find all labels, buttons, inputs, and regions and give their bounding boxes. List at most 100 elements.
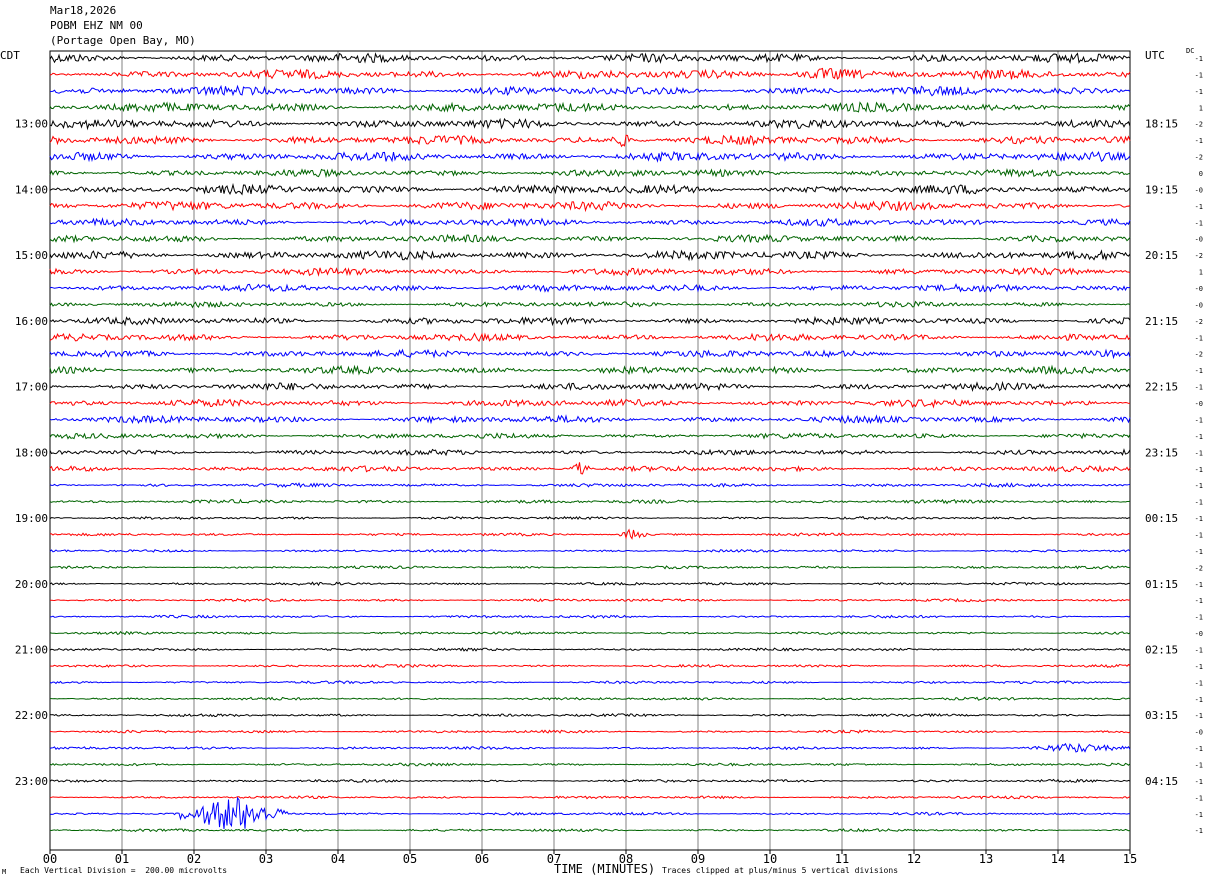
dc-offset-label: -2	[1195, 121, 1203, 129]
seismogram-date: Mar18,2026	[50, 4, 117, 17]
cdt-hour-label: 16:00	[15, 315, 48, 328]
trace-line	[49, 630, 1131, 636]
trace-line	[49, 67, 1131, 81]
x-tick-label: 09	[691, 852, 705, 866]
dc-offset-label: -1	[1195, 137, 1203, 145]
dc-offset-label: -1	[1195, 515, 1203, 523]
dc-offset-label: -2	[1195, 252, 1203, 260]
dc-offset-label: -0	[1195, 729, 1203, 737]
dc-offset-label: -1	[1195, 811, 1203, 819]
trace-line	[49, 249, 1131, 262]
dc-offset-label: -1	[1195, 71, 1203, 79]
dc-offset-label: -1	[1195, 794, 1203, 802]
cdt-hour-label: 21:00	[15, 643, 48, 656]
trace-line	[49, 795, 1131, 800]
trace-line	[49, 663, 1131, 668]
utc-hour-label: 00:15	[1145, 512, 1178, 525]
x-tick-label: 00	[43, 852, 57, 866]
dc-offset-label: -0	[1195, 400, 1203, 408]
dc-offset-label: -1	[1195, 416, 1203, 424]
dc-offset-label: -2	[1195, 351, 1203, 359]
cdt-hour-label: 20:00	[15, 578, 48, 591]
dc-offset-label: -1	[1195, 88, 1203, 96]
dc-offset-label: -1	[1195, 581, 1203, 589]
x-tick-label: 08	[619, 852, 633, 866]
dc-offset-label: -1	[1195, 696, 1203, 704]
dc-offset-label: -1	[1195, 548, 1203, 556]
dc-offset-label: 0	[1199, 170, 1203, 178]
right-timezone-label: UTC	[1145, 49, 1165, 62]
utc-hour-label: 20:15	[1145, 249, 1178, 262]
utc-hour-label: 01:15	[1145, 578, 1178, 591]
corner-mark: M	[2, 868, 7, 876]
left-timezone-label: CDT	[0, 49, 20, 62]
trace-line	[49, 182, 1131, 196]
x-tick-label: 06	[475, 852, 489, 866]
dc-offset-label: -2	[1195, 154, 1203, 162]
trace-line	[49, 315, 1131, 327]
dc-offset-label: -2	[1195, 564, 1203, 572]
dc-offset-label: -1	[1195, 531, 1203, 539]
dc-offset-label: -1	[1195, 367, 1203, 375]
x-tick-label: 12	[907, 852, 921, 866]
trace-line	[49, 283, 1131, 293]
trace-line	[49, 796, 1131, 830]
trace-line	[49, 729, 1131, 734]
dc-offset-label: -1	[1195, 679, 1203, 687]
station-location: (Portage Open Bay, MO)	[50, 34, 196, 47]
dc-offset-label: -1	[1195, 433, 1203, 441]
dc-offset-label: 1	[1199, 269, 1203, 277]
x-tick-label: 01	[115, 852, 129, 866]
dc-offset-label: -1	[1195, 663, 1203, 671]
dc-offset-label: -1	[1195, 334, 1203, 342]
trace-line	[49, 498, 1131, 505]
x-tick-label: 11	[835, 852, 849, 866]
trace-line	[49, 414, 1131, 425]
trace-line	[49, 380, 1131, 392]
trace-line	[49, 134, 1131, 148]
trace-line	[49, 217, 1131, 228]
utc-hour-label: 22:15	[1145, 381, 1178, 394]
trace-line	[49, 448, 1131, 457]
dc-offset-label: -1	[1195, 203, 1203, 211]
dc-offset-label: -1	[1195, 482, 1203, 490]
trace-line	[49, 267, 1131, 277]
trace-line	[49, 581, 1130, 587]
trace-line	[49, 564, 1131, 570]
utc-hour-label: 19:15	[1145, 183, 1178, 196]
dc-offset-label: -0	[1195, 301, 1203, 309]
trace-line	[49, 398, 1131, 409]
trace-line	[49, 332, 1131, 343]
dc-offset-label: -0	[1195, 630, 1203, 638]
x-tick-label: 07	[547, 852, 561, 866]
dc-offset-label: -1	[1195, 614, 1203, 622]
trace-line	[49, 548, 1131, 553]
dc-offset-label: -1	[1195, 55, 1203, 63]
trace-line	[49, 713, 1131, 718]
cdt-hour-label: 19:00	[15, 512, 48, 525]
dc-offset-label: -1	[1195, 499, 1203, 507]
trace-line	[49, 614, 1131, 619]
dc-offset-label: -1	[1195, 597, 1203, 605]
dc-offset-header: DC	[1186, 47, 1195, 55]
cdt-hour-label: 13:00	[15, 118, 48, 131]
dc-offset-label: -1	[1195, 778, 1203, 786]
utc-hour-label: 02:15	[1145, 643, 1178, 656]
x-tick-label: 14	[1051, 852, 1065, 866]
trace-line	[49, 680, 1131, 685]
trace-line	[49, 52, 1131, 65]
trace-line	[49, 762, 1131, 767]
trace-line	[49, 101, 1131, 113]
trace-line	[49, 84, 1131, 97]
dc-offset-label: -1	[1195, 646, 1203, 654]
trace-line	[49, 515, 1131, 521]
trace-line	[50, 696, 1131, 701]
dc-offset-label: -1	[1195, 466, 1203, 474]
trace-line	[49, 200, 1131, 213]
station-code: POBM EHZ NM 00	[50, 19, 143, 32]
trace-line	[49, 150, 1131, 163]
trace-line	[49, 233, 1131, 244]
x-tick-label: 03	[259, 852, 273, 866]
dc-offset-label: -1	[1195, 384, 1203, 392]
